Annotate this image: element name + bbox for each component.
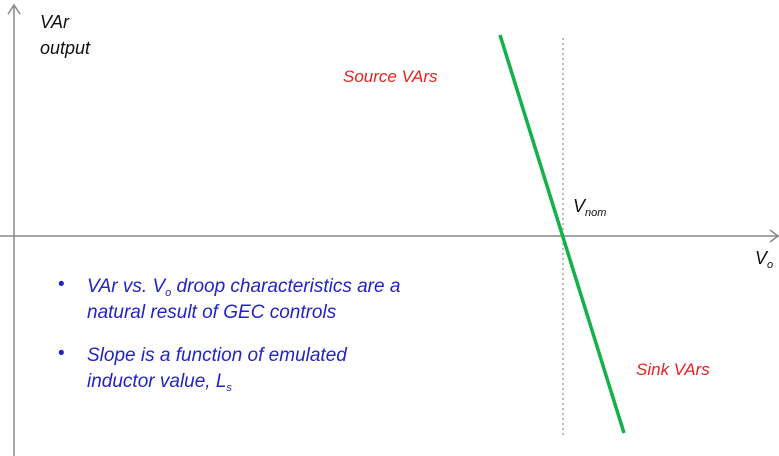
source-label: Source VArs [343, 67, 438, 86]
sink-label: Sink VArs [636, 360, 710, 379]
bullet-line: inductor value, Ls [87, 369, 232, 401]
bullet-line: Slope is a function of emulated [87, 343, 347, 369]
text: Slope is a function of emulated [87, 345, 347, 366]
y-label: VAr [40, 12, 70, 32]
text: inductor value, L [87, 371, 227, 392]
x-arrow [769, 229, 779, 243]
label-main: V [755, 248, 768, 268]
bullet-line: VAr vs. Vo droop characteristics are a [87, 274, 400, 306]
bullet-dot: • [58, 274, 65, 295]
text: VAr vs. V [87, 276, 166, 297]
x-label: Vo [755, 248, 773, 271]
y-arrow [7, 3, 21, 15]
subscript: s [226, 382, 232, 394]
bullet-line: natural result of GEC controls [87, 300, 336, 326]
label-main: V [573, 196, 586, 216]
nominal-label: Vnom [573, 196, 606, 219]
droop-line [498, 34, 626, 434]
text: droop characteristics are a [171, 276, 401, 297]
text: natural result of GEC controls [87, 302, 337, 323]
label-sub: o [767, 259, 774, 271]
y-label: output [40, 38, 91, 58]
bullet-dot: • [58, 343, 65, 364]
subscript: o [165, 287, 172, 299]
label-sub: nom [585, 207, 607, 219]
